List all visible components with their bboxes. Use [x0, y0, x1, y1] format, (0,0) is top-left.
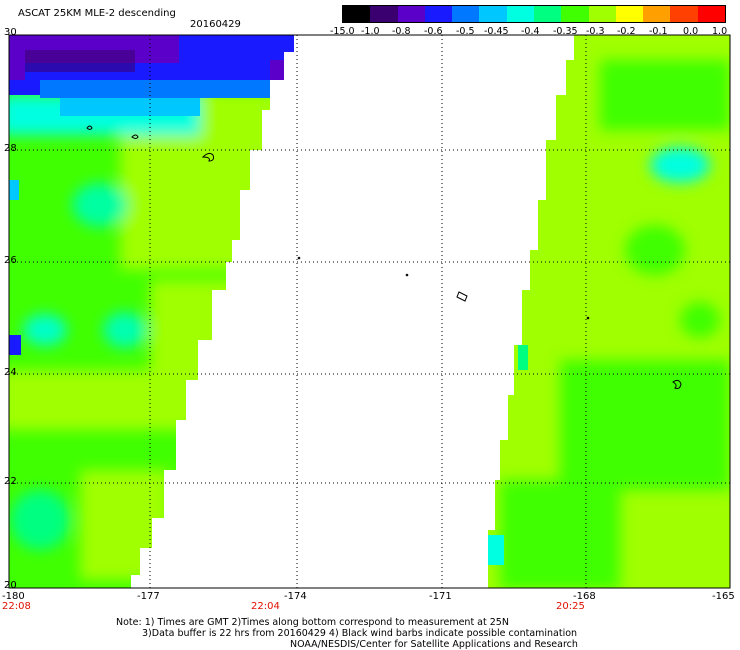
footnote-line-2: 3)Data buffer is 22 hrs from 20160429 4)… [142, 628, 578, 639]
colorbar-segment [615, 6, 644, 22]
colorbar-label: -0.5 [456, 26, 475, 37]
time-label: 22:08 [2, 601, 31, 612]
lon-label: -168 [573, 591, 596, 602]
colorbar-segment [533, 6, 562, 22]
time-label: 22:04 [251, 601, 280, 612]
colorbar-label: -0.8 [392, 26, 411, 37]
left-swath [9, 35, 294, 588]
colorbar-segment [452, 6, 480, 22]
right-swath [488, 35, 730, 588]
island-outlines [86, 125, 682, 389]
colorbar-segment [370, 6, 398, 22]
lon-label: -180 [2, 591, 25, 602]
lon-label: -174 [284, 591, 307, 602]
colorbar-label: -0.4 [521, 26, 540, 37]
time-label: 20:25 [556, 601, 585, 612]
colorbar-label: -0.2 [617, 26, 636, 37]
lat-lon-grid [9, 35, 730, 588]
lat-label: 30 [4, 27, 17, 38]
lon-label: -165 [712, 591, 735, 602]
lat-label: 24 [4, 367, 17, 378]
lat-label: 28 [4, 143, 17, 154]
product-title: ASCAT 25KM MLE-2 descending [18, 8, 176, 19]
colorbar-label: -0.3 [586, 26, 605, 37]
colorbar-segment [424, 6, 453, 22]
lat-label: 22 [4, 476, 17, 487]
colorbar-label: 0.0 [683, 26, 699, 37]
footnote-line-1: Note: 1) Times are GMT 2)Times along bot… [116, 617, 509, 628]
colorbar-segment [643, 6, 671, 22]
lat-label: 26 [4, 255, 17, 266]
lon-label: -171 [429, 591, 452, 602]
lon-label: -177 [137, 591, 160, 602]
colorbar-segment [343, 6, 371, 22]
colorbar-label: -0.1 [649, 26, 668, 37]
colorbar-segment [561, 6, 589, 22]
colorbar-segment [670, 6, 698, 22]
lat-label: 20 [4, 580, 17, 591]
product-date: 20160429 [190, 19, 241, 30]
colorbar-label: -0.35 [553, 26, 578, 37]
colorbar-segment [397, 6, 425, 22]
colorbar [342, 5, 726, 23]
colorbar-segment [506, 6, 534, 22]
colorbar-segment [588, 6, 616, 22]
colorbar-label: 1.0 [712, 26, 728, 37]
colorbar-label: -0.45 [484, 26, 509, 37]
colorbar-label: -0.6 [424, 26, 443, 37]
colorbar-label: -15.0 [330, 26, 355, 37]
map-frame [8, 34, 731, 589]
colorbar-label: -1.0 [361, 26, 380, 37]
footnote-credit: NOAA/NESDIS/Center for Satellite Applica… [290, 639, 578, 650]
colorbar-segment [697, 6, 725, 22]
colorbar-segment [479, 6, 507, 22]
